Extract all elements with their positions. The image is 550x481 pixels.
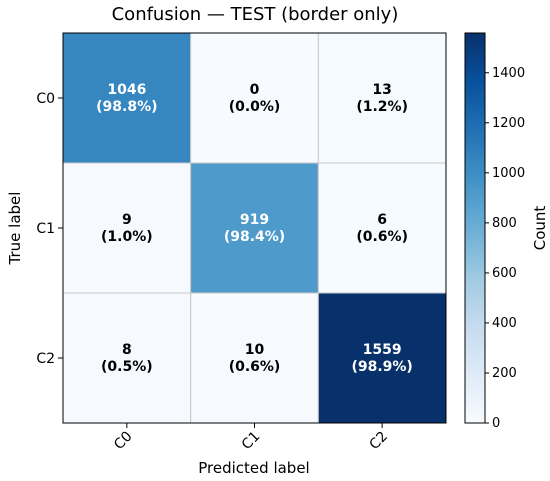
colorbar-tick-label: 600 xyxy=(492,266,517,281)
cell-percent-label: (0.6%) xyxy=(356,229,408,245)
cell-percent-label: (0.0%) xyxy=(229,99,281,115)
x-tick-label: C2 xyxy=(366,429,391,454)
colorbar-ticks: 0 200 400 600 800 1000 1200 1400 xyxy=(485,66,525,431)
cell-count-label: 1046 xyxy=(107,82,146,98)
heatmap-cell xyxy=(190,32,319,164)
colorbar-label: Count xyxy=(531,206,549,251)
x-tick-label: C0 xyxy=(111,429,136,454)
heatmap-cell xyxy=(317,292,447,424)
heatmap-cells xyxy=(62,32,447,424)
cell-count-label: 13 xyxy=(372,82,391,98)
x-axis-label: Predicted label xyxy=(198,459,309,477)
cell-count-label: 0 xyxy=(250,82,260,98)
colorbar-tick-label: 1000 xyxy=(492,166,525,181)
colorbar-tick-label: 0 xyxy=(492,416,500,431)
heatmap-cell xyxy=(62,32,192,164)
cell-count-label: 9 xyxy=(122,212,132,228)
colorbar-tick-label: 1400 xyxy=(492,66,525,81)
heatmap-cell xyxy=(317,32,447,164)
chart-title: Confusion — TEST (border only) xyxy=(112,4,399,25)
cell-count-label: 1559 xyxy=(363,342,402,358)
y-axis-label: True label xyxy=(6,192,24,266)
heatmap-cell xyxy=(317,162,447,294)
heatmap-cell xyxy=(62,292,192,424)
heatmap-cell xyxy=(190,162,319,294)
cell-percent-label: (0.6%) xyxy=(229,359,281,375)
colorbar-tick-label: 200 xyxy=(492,366,517,381)
cell-percent-label: (1.0%) xyxy=(101,229,153,245)
y-tick-label: C1 xyxy=(36,221,55,237)
heatmap-cell xyxy=(62,162,192,294)
cell-percent-label: (1.2%) xyxy=(356,99,408,115)
colorbar-tick-label: 800 xyxy=(492,216,517,231)
x-axis-ticks: C0 C1 C2 xyxy=(111,423,391,453)
cell-count-label: 6 xyxy=(377,212,387,228)
colorbar xyxy=(464,32,486,424)
heatmap-cell xyxy=(190,292,319,424)
x-tick-label: C1 xyxy=(239,429,264,454)
cell-count-label: 10 xyxy=(245,342,265,358)
cell-percent-label: (98.9%) xyxy=(351,359,412,375)
colorbar-tick-label: 400 xyxy=(492,316,517,331)
cell-percent-label: (98.4%) xyxy=(224,229,285,245)
cell-count-label: 919 xyxy=(240,212,269,228)
cell-percent-label: (0.5%) xyxy=(101,359,153,375)
cell-percent-label: (98.8%) xyxy=(96,99,157,115)
y-tick-label: C0 xyxy=(36,91,55,107)
heatmap-cell-labels: 1046(98.8%)0(0.0%)13(1.2%)9(1.0%)919(98.… xyxy=(96,82,413,375)
colorbar-tick-label: 1200 xyxy=(492,116,525,131)
y-tick-label: C2 xyxy=(36,351,55,367)
cell-count-label: 8 xyxy=(122,342,132,358)
y-axis-ticks: C0 C1 C2 xyxy=(36,91,63,367)
